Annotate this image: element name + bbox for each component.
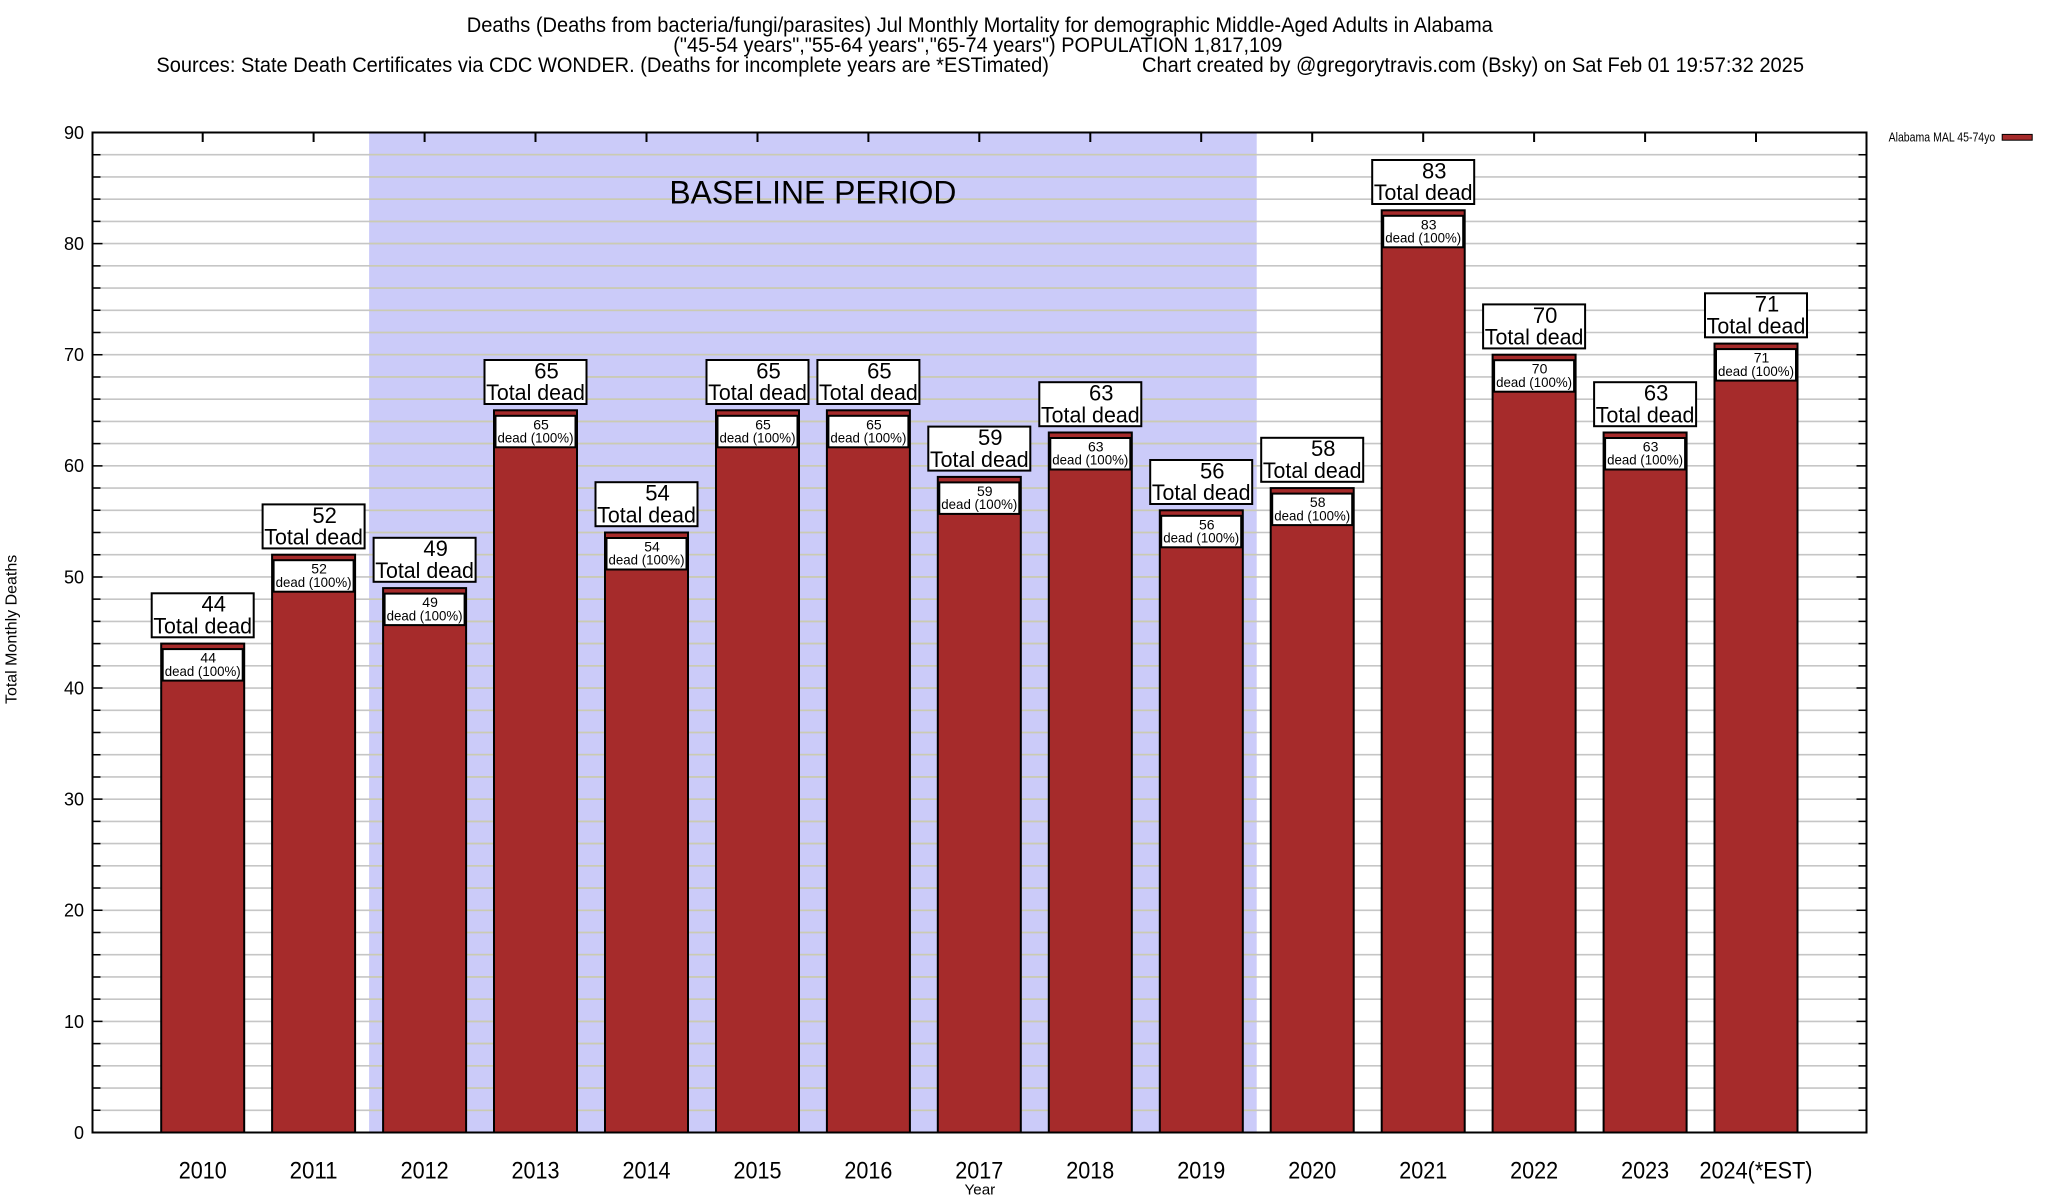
svg-text:65: 65 xyxy=(755,416,771,432)
svg-text:dead (100%): dead (100%) xyxy=(387,607,463,623)
svg-text:Sources: State Death Certifica: Sources: State Death Certificates via CD… xyxy=(156,54,1049,77)
svg-text:Total dead: Total dead xyxy=(930,447,1029,472)
svg-text:2017: 2017 xyxy=(955,1158,1003,1185)
svg-text:58: 58 xyxy=(1310,494,1326,510)
svg-text:58: 58 xyxy=(1311,436,1335,461)
svg-text:dead (100%): dead (100%) xyxy=(1274,507,1350,523)
svg-text:Total dead: Total dead xyxy=(264,525,363,550)
svg-text:dead (100%): dead (100%) xyxy=(276,574,352,590)
svg-text:dead (100%): dead (100%) xyxy=(1718,363,1794,379)
svg-text:83: 83 xyxy=(1422,158,1446,183)
svg-text:2020: 2020 xyxy=(1288,1158,1336,1185)
svg-text:20: 20 xyxy=(64,901,84,921)
svg-text:2015: 2015 xyxy=(734,1158,782,1185)
svg-text:Total Monthly Deaths: Total Monthly Deaths xyxy=(4,555,21,704)
svg-text:60: 60 xyxy=(64,456,84,476)
svg-text:63: 63 xyxy=(1643,439,1659,455)
svg-text:Deaths (Deaths from bacteria/f: Deaths (Deaths from bacteria/fungi/paras… xyxy=(467,14,1493,37)
svg-text:2024(*EST): 2024(*EST) xyxy=(1700,1158,1813,1185)
svg-text:83: 83 xyxy=(1421,216,1437,232)
svg-text:Alabama MAL 45-74yo: Alabama MAL 45-74yo xyxy=(1889,130,1996,144)
svg-text:90: 90 xyxy=(64,123,84,143)
svg-text:2010: 2010 xyxy=(179,1158,227,1185)
svg-text:dead (100%): dead (100%) xyxy=(1052,452,1128,468)
svg-text:30: 30 xyxy=(64,790,84,810)
svg-text:63: 63 xyxy=(1088,439,1104,455)
svg-text:54: 54 xyxy=(645,481,669,506)
svg-text:50: 50 xyxy=(64,567,84,587)
svg-text:Total dead: Total dead xyxy=(1596,402,1695,427)
svg-text:63: 63 xyxy=(1089,381,1113,406)
svg-text:2022: 2022 xyxy=(1510,1158,1558,1185)
svg-text:2011: 2011 xyxy=(290,1158,338,1185)
svg-text:dead (100%): dead (100%) xyxy=(830,430,906,446)
svg-text:59: 59 xyxy=(978,425,1002,450)
svg-text:Total dead: Total dead xyxy=(1152,480,1251,505)
svg-text:63: 63 xyxy=(1644,381,1668,406)
svg-text:dead (100%): dead (100%) xyxy=(1385,230,1461,246)
svg-text:71: 71 xyxy=(1755,292,1779,317)
svg-text:49: 49 xyxy=(422,594,438,610)
svg-text:65: 65 xyxy=(867,358,891,383)
svg-text:("45-54 years","55-64 years",": ("45-54 years","55-64 years","65-74 year… xyxy=(673,34,1282,57)
svg-text:49: 49 xyxy=(423,536,447,561)
svg-text:Total dead: Total dead xyxy=(153,614,252,639)
svg-text:70: 70 xyxy=(1532,361,1548,377)
svg-text:65: 65 xyxy=(534,358,558,383)
svg-text:2021: 2021 xyxy=(1399,1158,1447,1185)
svg-text:2013: 2013 xyxy=(512,1158,560,1185)
svg-text:dead (100%): dead (100%) xyxy=(941,496,1017,512)
svg-text:80: 80 xyxy=(64,234,84,254)
svg-text:Total dead: Total dead xyxy=(708,380,807,405)
svg-text:2023: 2023 xyxy=(1621,1158,1669,1185)
svg-text:44: 44 xyxy=(201,592,225,617)
svg-text:52: 52 xyxy=(312,503,336,528)
svg-text:56: 56 xyxy=(1200,458,1224,483)
svg-text:dead (100%): dead (100%) xyxy=(1607,452,1683,468)
svg-text:Total dead: Total dead xyxy=(375,558,474,583)
svg-text:Total dead: Total dead xyxy=(597,502,696,527)
svg-text:65: 65 xyxy=(756,358,780,383)
svg-text:dead (100%): dead (100%) xyxy=(609,552,685,568)
svg-text:dead (100%): dead (100%) xyxy=(1163,530,1239,546)
svg-text:56: 56 xyxy=(1199,516,1215,532)
svg-text:71: 71 xyxy=(1754,350,1770,366)
svg-text:dead (100%): dead (100%) xyxy=(1496,374,1572,390)
svg-text:Total dead: Total dead xyxy=(1374,180,1473,205)
svg-text:2019: 2019 xyxy=(1177,1158,1225,1185)
svg-text:Total dead: Total dead xyxy=(1707,314,1806,339)
svg-text:65: 65 xyxy=(866,416,882,432)
svg-text:Total dead: Total dead xyxy=(1485,325,1584,350)
svg-text:2012: 2012 xyxy=(401,1158,449,1185)
svg-text:54: 54 xyxy=(644,539,660,555)
svg-text:2018: 2018 xyxy=(1066,1158,1114,1185)
svg-text:dead (100%): dead (100%) xyxy=(165,663,241,679)
svg-text:59: 59 xyxy=(977,483,993,499)
svg-text:Total dead: Total dead xyxy=(486,380,585,405)
svg-text:Year: Year xyxy=(965,1182,996,1199)
svg-text:BASELINE PERIOD: BASELINE PERIOD xyxy=(669,174,956,210)
svg-text:0: 0 xyxy=(74,1123,84,1143)
svg-text:70: 70 xyxy=(64,345,84,365)
svg-text:dead (100%): dead (100%) xyxy=(498,430,574,446)
svg-text:2016: 2016 xyxy=(844,1158,892,1185)
svg-text:44: 44 xyxy=(200,650,216,666)
svg-text:65: 65 xyxy=(533,416,549,432)
svg-text:70: 70 xyxy=(1533,303,1557,328)
svg-text:2014: 2014 xyxy=(623,1158,671,1185)
svg-text:Total dead: Total dead xyxy=(1263,458,1362,483)
svg-text:Chart created by @gregorytravi: Chart created by @gregorytravis.com (Bsk… xyxy=(1142,54,1804,77)
svg-text:dead (100%): dead (100%) xyxy=(720,430,796,446)
svg-text:Total dead: Total dead xyxy=(819,380,918,405)
svg-text:52: 52 xyxy=(311,561,327,577)
svg-text:40: 40 xyxy=(64,679,84,699)
svg-text:Total dead: Total dead xyxy=(1041,402,1140,427)
svg-text:10: 10 xyxy=(64,1012,84,1032)
